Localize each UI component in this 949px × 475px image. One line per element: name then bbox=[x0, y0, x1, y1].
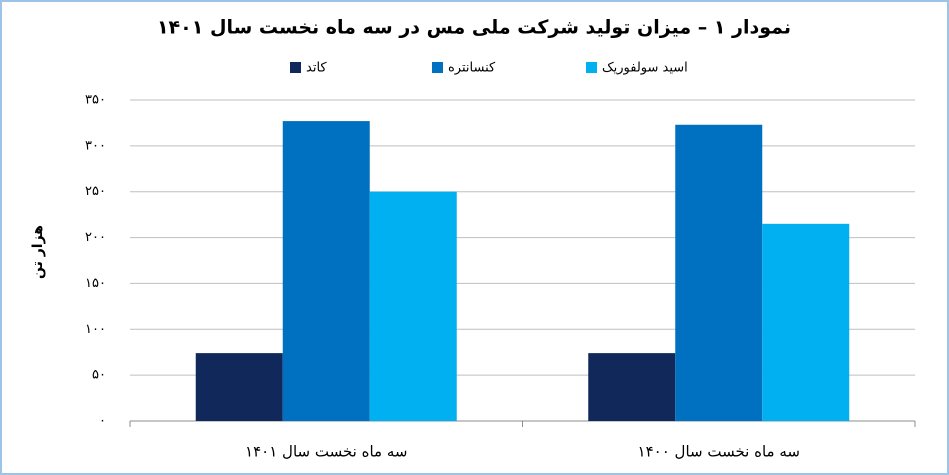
bar bbox=[195, 353, 283, 421]
y-tick-label: ۳۰۰ bbox=[85, 138, 106, 153]
bar bbox=[675, 124, 763, 422]
legend-swatch bbox=[432, 62, 443, 73]
chart-title: نمودار ۱ – میزان تولید شرکت ملی مس در سه… bbox=[157, 17, 791, 39]
y-tick-label: ۱۵۰ bbox=[85, 276, 106, 291]
legend-swatch bbox=[290, 62, 301, 73]
legend-label: کاتد bbox=[306, 61, 327, 76]
y-tick-label: ۲۰۰ bbox=[85, 230, 106, 245]
y-tick-label: ۳۵۰ bbox=[85, 93, 106, 108]
y-tick-label: ۵۰ bbox=[92, 368, 106, 383]
bar bbox=[282, 121, 370, 421]
legend-label: کنسانتره bbox=[448, 61, 496, 76]
x-tick-label: سه ماه نخست سال ۱۴۰۰ bbox=[638, 443, 800, 461]
y-axis-label: هزار تن bbox=[30, 225, 46, 279]
bar bbox=[588, 353, 676, 421]
y-tick-label: ۱۰۰ bbox=[85, 322, 106, 337]
bar bbox=[762, 223, 850, 421]
y-tick-label: ۰ bbox=[99, 414, 106, 429]
bar bbox=[369, 191, 457, 421]
legend-swatch bbox=[586, 62, 597, 73]
legend-label: اسید سولفوریک bbox=[602, 61, 688, 76]
y-tick-label: ۲۵۰ bbox=[85, 184, 106, 199]
x-tick-label: سه ماه نخست سال ۱۴۰۱ bbox=[245, 443, 407, 461]
